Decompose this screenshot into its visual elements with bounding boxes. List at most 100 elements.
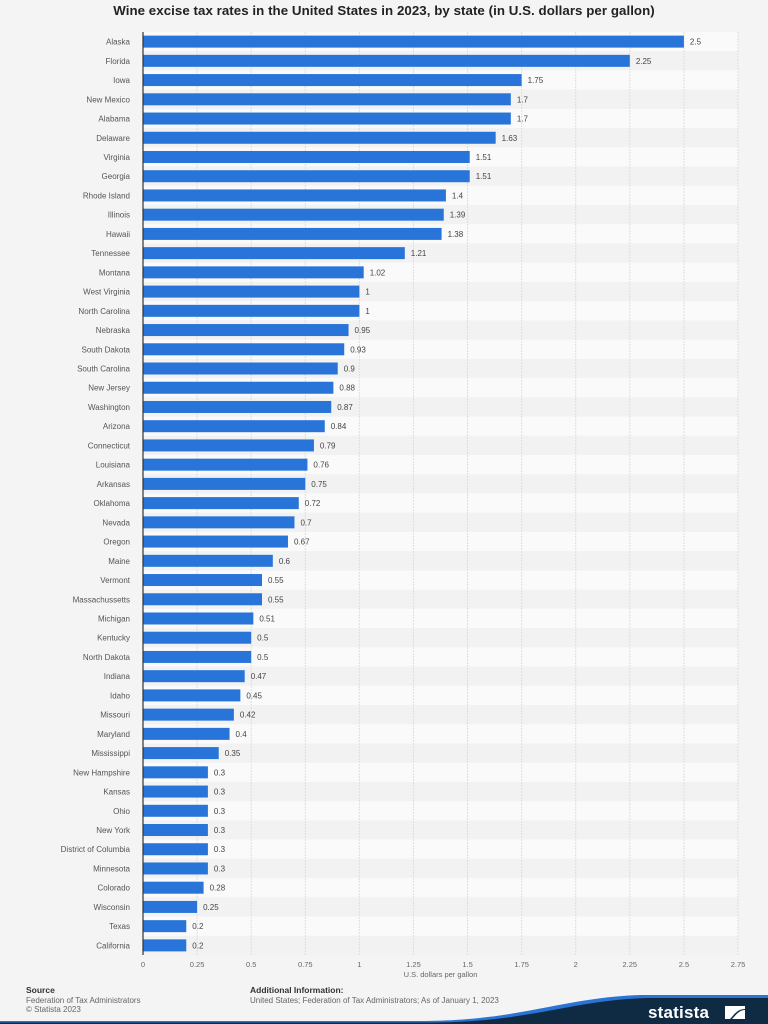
category-label: North Dakota (83, 653, 131, 662)
bar[interactable] (143, 785, 208, 798)
bar[interactable] (143, 381, 334, 394)
value-label: 0.75 (311, 480, 327, 489)
bar[interactable] (143, 881, 204, 894)
bar[interactable] (143, 93, 511, 106)
value-label: 0.9 (344, 365, 356, 374)
x-tick-label: 1.5 (462, 960, 472, 969)
row-background (143, 724, 738, 744)
bar[interactable] (143, 189, 446, 202)
statista-logo-text[interactable]: statista (648, 1003, 710, 1022)
value-label: 0.35 (225, 749, 241, 758)
category-label: Massachussetts (73, 595, 130, 604)
category-label: North Carolina (78, 307, 130, 316)
value-label: 0.2 (192, 941, 204, 950)
bar[interactable] (143, 824, 208, 837)
bar[interactable] (143, 535, 288, 548)
bar[interactable] (143, 112, 511, 125)
bar[interactable] (143, 400, 332, 413)
value-label: 0.3 (214, 768, 226, 777)
category-label: Wisconsin (94, 903, 130, 912)
bar[interactable] (143, 35, 684, 48)
bar[interactable] (143, 650, 252, 663)
category-label: District of Columbia (61, 845, 131, 854)
bar[interactable] (143, 612, 254, 625)
bar[interactable] (143, 208, 444, 221)
row-background (143, 801, 738, 821)
bar[interactable] (143, 343, 345, 356)
bar[interactable] (143, 285, 360, 298)
bar[interactable] (143, 420, 325, 433)
category-label: Washington (88, 403, 130, 412)
row-background (143, 705, 738, 725)
category-label: Nevada (102, 518, 130, 527)
navy-swoosh (0, 998, 768, 1024)
category-label: Arkansas (97, 480, 130, 489)
value-label: 0.55 (268, 595, 284, 604)
category-label: Tennessee (91, 249, 130, 258)
bar[interactable] (143, 516, 295, 529)
bar[interactable] (143, 554, 273, 567)
category-label: Ohio (113, 807, 130, 816)
bar[interactable] (143, 477, 306, 490)
bar[interactable] (143, 439, 314, 452)
bar[interactable] (143, 227, 442, 240)
category-label: Oklahoma (94, 499, 131, 508)
bar[interactable] (143, 804, 208, 817)
category-label: Georgia (102, 172, 131, 181)
category-label: West Virginia (83, 288, 130, 297)
bar[interactable] (143, 689, 241, 702)
bar[interactable] (143, 631, 252, 644)
category-label: Kansas (103, 788, 130, 797)
bar[interactable] (143, 574, 262, 587)
value-label: 0.4 (236, 730, 248, 739)
bar[interactable] (143, 708, 234, 721)
bar[interactable] (143, 920, 187, 933)
bar[interactable] (143, 150, 470, 163)
value-label: 0.2 (192, 922, 204, 931)
value-label: 1.02 (370, 268, 386, 277)
footer-brand-band (0, 995, 768, 1024)
value-label: 2.25 (636, 57, 652, 66)
copyright: © Statista 2023 (26, 1005, 81, 1014)
source-link[interactable]: Federation of Tax Administrators (26, 995, 141, 1005)
category-label: South Carolina (77, 365, 130, 374)
bar[interactable] (143, 497, 299, 510)
bar[interactable] (143, 458, 308, 471)
bar[interactable] (143, 362, 338, 375)
bar[interactable] (143, 304, 360, 317)
value-label: 0.72 (305, 499, 321, 508)
category-labels: Alaska Florida Iowa New Mexico Alabama Delawa… (61, 38, 131, 951)
statista-logo-icon[interactable] (725, 1006, 745, 1019)
value-label: 0.87 (337, 403, 353, 412)
value-label: 1.7 (517, 95, 529, 104)
category-label: New Hampshire (73, 768, 130, 777)
gridlines (196, 32, 739, 955)
bar[interactable] (143, 131, 496, 144)
category-label: New Jersey (88, 384, 130, 393)
bar[interactable] (143, 670, 245, 683)
row-background (143, 839, 738, 859)
bar[interactable] (143, 54, 630, 67)
bar[interactable] (143, 766, 208, 779)
value-label: 1.21 (411, 249, 427, 258)
bar[interactable] (143, 900, 198, 913)
bar[interactable] (143, 324, 349, 337)
bar[interactable] (143, 593, 262, 606)
row-background (143, 897, 738, 917)
x-tick-label: 0 (141, 960, 145, 969)
bar[interactable] (143, 843, 208, 856)
bar[interactable] (143, 266, 364, 279)
category-label: Delaware (96, 134, 130, 143)
value-label: 0.88 (339, 384, 355, 393)
bar[interactable] (143, 939, 187, 952)
bar[interactable] (143, 747, 219, 760)
x-tick-label: 1 (357, 960, 361, 969)
bar[interactable] (143, 727, 230, 740)
row-background (143, 570, 738, 590)
bar[interactable] (143, 247, 405, 260)
bar[interactable] (143, 74, 522, 87)
category-label: Mississippi (91, 749, 130, 758)
bar[interactable] (143, 862, 208, 875)
bar[interactable] (143, 170, 470, 183)
category-label: Texas (109, 922, 130, 931)
